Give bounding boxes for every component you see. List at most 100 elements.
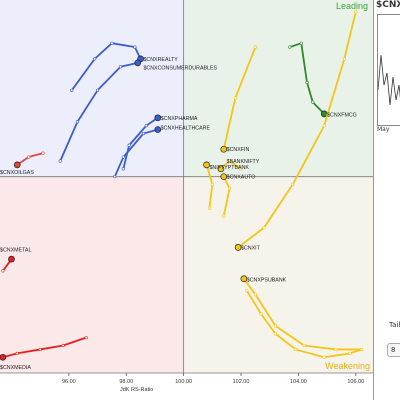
tail-point (121, 167, 125, 171)
mini-chart-line (377, 54, 400, 106)
tail-point (222, 214, 226, 218)
quadrant-label-leading: Leading (336, 1, 368, 11)
tail-length-select[interactable]: 8 (387, 343, 400, 357)
series-cnxmedia (0, 336, 88, 361)
series-tail (122, 116, 159, 170)
series-label-cnxpsubank: $CNXPSUBANK (247, 278, 287, 284)
tail-point (359, 347, 364, 352)
series-label-cnxfmcg: $CNXFMCG (327, 113, 357, 119)
side-panel: $CNX May Tail 8 (373, 0, 400, 400)
x-tick-label: 102.00 (233, 379, 250, 385)
tail-label: Tail (389, 321, 400, 329)
series-label-cnxconsumerdurables: $CNXCONSUMERDURABLES (143, 66, 217, 72)
tail-point (342, 57, 346, 61)
tail-point (334, 347, 338, 352)
x-tick-label: 100.00 (175, 379, 192, 385)
tail-point (84, 336, 88, 340)
head-point (154, 126, 162, 133)
tail-point (288, 45, 292, 49)
head-point (240, 275, 248, 283)
series-cnxhealthcare (113, 126, 162, 179)
tail-point (305, 80, 309, 85)
tail-point (15, 351, 19, 355)
series-cnxit (234, 10, 358, 251)
tail-point (302, 343, 306, 348)
tail-point (121, 155, 125, 159)
tail-point (1, 269, 5, 273)
tail-point (253, 45, 257, 49)
tail-point (273, 324, 278, 328)
mini-chart (377, 14, 400, 126)
tail-point (207, 206, 212, 210)
tail-point (144, 124, 148, 128)
x-axis-title: JdK RS-Ratio (120, 387, 153, 393)
series-cnxpharma (121, 114, 162, 171)
tail-point (61, 343, 65, 348)
tail-point (227, 186, 232, 191)
x-tick-label: 98.00 (119, 379, 133, 385)
series-cnxpsubank (240, 275, 364, 359)
series-label-cnxrealty: $CNXREALTY (143, 57, 178, 63)
series-label-cnxoilgas: $CNXOILGAS (0, 170, 34, 176)
tail-point (58, 159, 62, 163)
tail-point (41, 151, 45, 155)
series-cnxoilgas (13, 151, 45, 169)
tail-point (133, 45, 137, 49)
tail-point (118, 65, 123, 69)
series-cnxmetal (1, 255, 15, 273)
tail-point (293, 347, 298, 352)
series-label-cnxpharma: $CNXPHARMA (161, 116, 198, 122)
tail-point (322, 355, 326, 359)
series-cnxauto (220, 173, 232, 218)
series-cnxfmcg (288, 41, 328, 118)
x-axis: 96.00 98.00 100.00 102.00 104.00 106.00 (62, 373, 364, 385)
tail-point (233, 96, 237, 100)
head-point (13, 161, 21, 169)
x-tick-label: 104.00 (290, 379, 307, 385)
quadrant-leading (183, 0, 373, 177)
quadrant-label-weakening: Weakening (325, 361, 370, 371)
x-tick-label: 96.00 (62, 379, 76, 385)
tail-point (141, 131, 146, 136)
series-tail (113, 128, 159, 178)
tail-point (354, 10, 358, 14)
quadrant-improving (0, 0, 184, 177)
tail-point (93, 57, 97, 61)
series-banknifty (217, 159, 243, 173)
head-point (134, 59, 142, 67)
series-label-cnxhealthcare: $CNXHEALTHCARE (161, 126, 211, 132)
tail-point (210, 182, 214, 187)
tail-point (227, 159, 232, 163)
head-point (203, 161, 210, 169)
head-point (0, 353, 7, 361)
center-axis-lines (0, 0, 373, 374)
tail-point (95, 88, 100, 92)
series-label-cnxfin: $CNXFIN (227, 147, 250, 153)
head-point (217, 165, 225, 173)
series-label-niftyptbank: $NIFTYPTBANK (209, 165, 249, 171)
tail-point (273, 332, 278, 336)
head-point (220, 145, 228, 153)
series-cnxrealty (70, 41, 144, 92)
tail-point (311, 100, 315, 104)
x-tick-label: 106.00 (347, 379, 364, 385)
quadrant-backgrounds (0, 0, 373, 373)
series-niftyptbank (203, 161, 214, 210)
series-label-banknifty: $BANKNIFTY (227, 159, 260, 165)
series-tail (242, 277, 363, 359)
rrg-chart: Leading Weakening $CNXREALTY $CNXCONSUMER… (0, 0, 373, 393)
tail-point (70, 88, 74, 92)
tail-point (259, 312, 263, 316)
tail-point (239, 167, 243, 171)
series-cnxconsumerdurables (58, 59, 142, 163)
side-panel-title: $CNX (376, 0, 400, 10)
tail-point (110, 41, 114, 45)
series-label-cnxmetal: $CNXMETAL (0, 247, 31, 253)
tail-point (262, 226, 266, 230)
tail-point (299, 41, 303, 45)
head-point (154, 114, 162, 122)
tail-point (245, 288, 249, 293)
head-point (220, 173, 228, 181)
quadrant-weakening (183, 176, 373, 373)
tail-point (348, 351, 352, 355)
